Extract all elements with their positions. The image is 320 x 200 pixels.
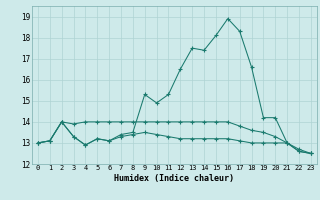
X-axis label: Humidex (Indice chaleur): Humidex (Indice chaleur)	[115, 174, 234, 183]
